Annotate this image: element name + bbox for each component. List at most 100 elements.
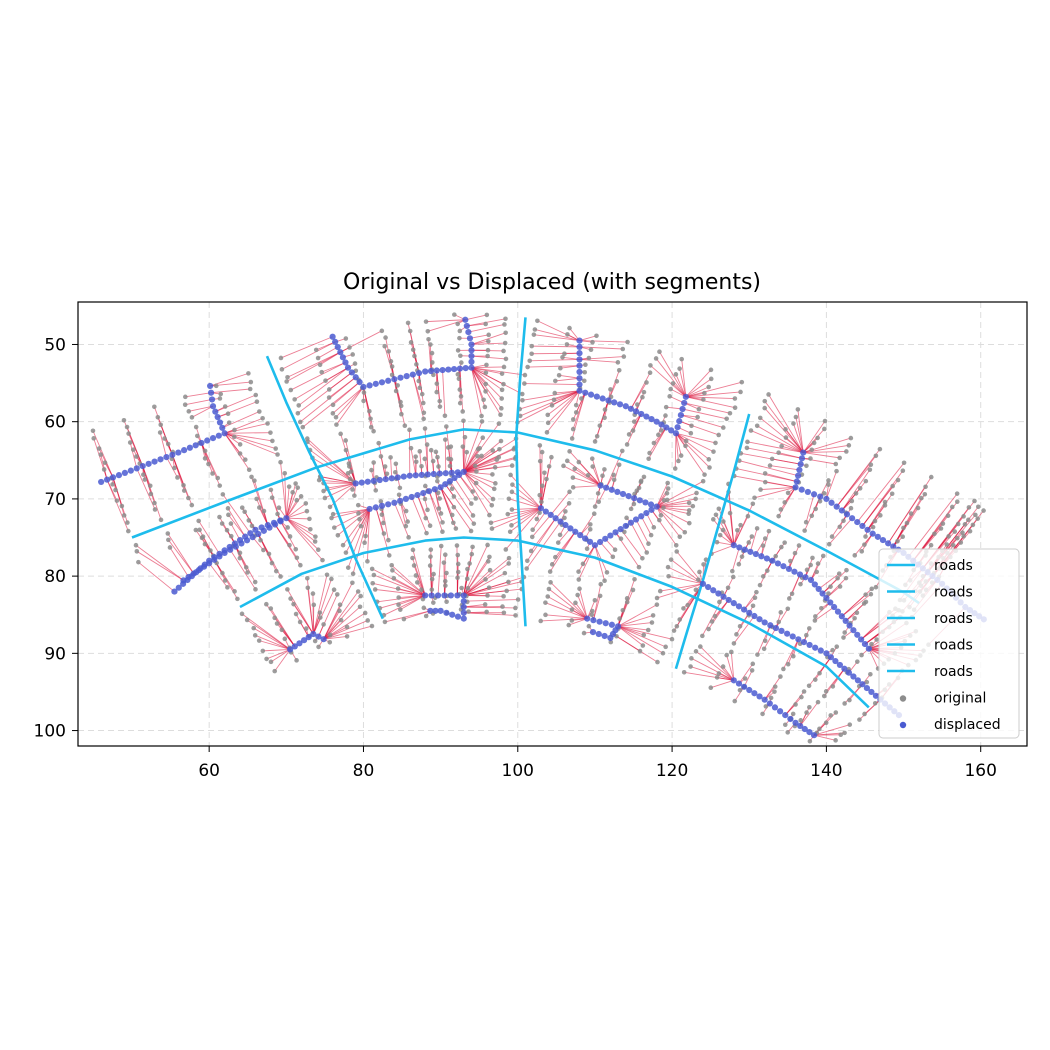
displacement-segment <box>681 359 687 397</box>
original-point <box>651 440 657 446</box>
original-point <box>334 592 340 597</box>
original-point <box>501 364 507 370</box>
displacement-segment <box>385 337 395 380</box>
original-point <box>762 479 768 485</box>
original-point <box>602 407 608 412</box>
original-point <box>981 508 986 513</box>
original-point <box>401 616 407 622</box>
original-point <box>397 485 403 491</box>
original-point <box>158 517 164 523</box>
displacement-segment <box>508 498 542 509</box>
original-point <box>125 520 130 525</box>
original-point <box>393 388 399 394</box>
original-point <box>343 336 349 341</box>
original-point <box>326 395 332 400</box>
displaced-point <box>699 580 707 587</box>
original-point <box>297 619 303 625</box>
original-point <box>503 330 508 336</box>
displacement-segment <box>618 625 649 631</box>
original-point <box>785 490 791 496</box>
original-point <box>785 730 791 735</box>
displacement-segment <box>312 578 332 635</box>
displacement-segment <box>241 613 291 650</box>
original-point <box>304 508 310 514</box>
original-point <box>369 623 375 629</box>
displacement-segment <box>747 441 804 454</box>
original-point <box>464 449 470 455</box>
original-point <box>955 521 961 527</box>
original-point <box>782 722 788 728</box>
displacement-segment <box>211 388 251 394</box>
original-point <box>460 409 466 414</box>
original-point <box>863 592 868 597</box>
original-point <box>549 562 555 567</box>
displacement-segment <box>579 346 623 350</box>
original-point <box>826 478 831 483</box>
original-point <box>737 687 743 693</box>
original-point <box>352 361 358 366</box>
original-point <box>721 519 726 524</box>
displacement-segment <box>557 528 571 543</box>
displaced-point <box>249 534 256 541</box>
original-point <box>782 540 787 545</box>
displacement-segment <box>675 433 682 456</box>
original-point <box>444 599 449 605</box>
original-point <box>158 422 164 428</box>
original-point <box>479 453 484 459</box>
original-point <box>155 415 161 420</box>
original-point <box>455 569 461 575</box>
original-point <box>371 428 376 434</box>
original-point <box>273 446 278 451</box>
displacement-segment <box>259 640 291 650</box>
original-point <box>821 693 827 699</box>
original-point <box>232 427 237 433</box>
x-tick-label: 120 <box>656 761 688 781</box>
original-point <box>479 413 484 419</box>
displacement-segment <box>785 429 804 453</box>
original-point <box>202 541 208 547</box>
original-point <box>152 507 158 512</box>
original-point <box>303 626 309 631</box>
original-point <box>222 578 228 583</box>
displacement-segment <box>185 392 212 398</box>
original-point <box>597 593 603 599</box>
original-point <box>423 483 428 489</box>
original-point <box>854 610 860 616</box>
original-point <box>472 463 478 469</box>
displacement-segment <box>345 440 357 484</box>
displacement-segment <box>650 365 687 398</box>
original-point <box>706 457 712 462</box>
original-point <box>294 658 299 663</box>
displacement-segment <box>287 351 341 378</box>
original-point <box>570 475 576 480</box>
displaced-point <box>103 476 111 483</box>
original-point <box>457 328 463 334</box>
original-point <box>343 550 349 555</box>
original-point <box>355 589 361 594</box>
displaced-point <box>542 508 549 515</box>
road-line <box>131 428 920 605</box>
original-point <box>761 646 767 652</box>
displacement-segment <box>568 618 588 626</box>
displacement-segment <box>630 522 648 553</box>
original-point <box>489 526 495 531</box>
displaced-point <box>209 434 217 442</box>
original-point <box>305 436 310 441</box>
original-point <box>648 363 653 368</box>
original-point <box>813 614 818 619</box>
displaced-point <box>647 501 655 508</box>
original-point <box>382 619 388 625</box>
displacement-segment <box>373 574 426 596</box>
original-point <box>357 516 362 522</box>
displaced-point <box>468 341 475 348</box>
displacement-segment <box>605 450 623 488</box>
original-point <box>386 349 391 354</box>
original-point <box>842 701 847 706</box>
displaced-point <box>391 499 398 506</box>
original-point <box>245 570 250 575</box>
displacement-segment <box>594 545 606 581</box>
original-point <box>685 602 691 608</box>
displaced-point <box>447 592 455 599</box>
original-point <box>528 548 534 554</box>
original-point <box>520 397 525 403</box>
